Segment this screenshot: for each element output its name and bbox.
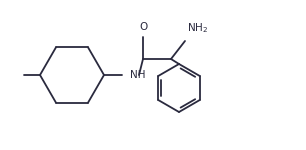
Text: NH: NH — [130, 70, 145, 80]
Text: O: O — [139, 22, 147, 32]
Text: NH$_2$: NH$_2$ — [187, 21, 208, 35]
